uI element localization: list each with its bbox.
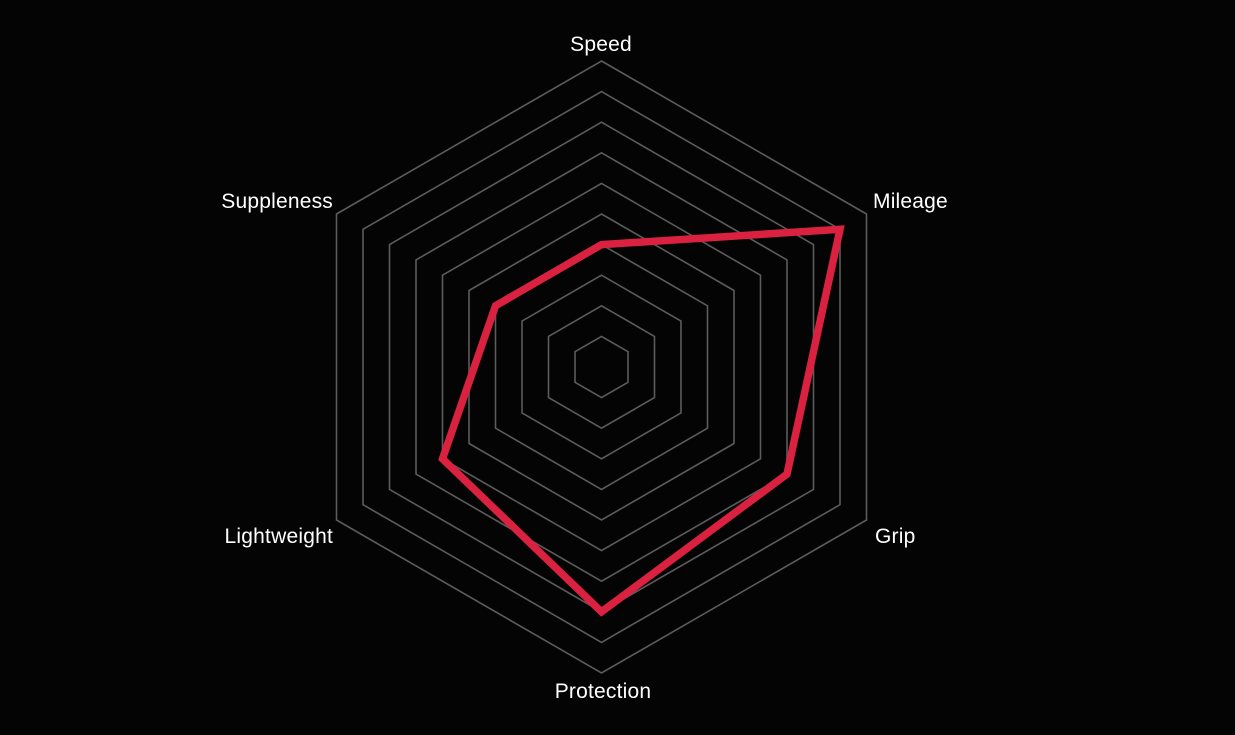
grid-ring	[415, 151, 788, 583]
grid-ring	[441, 182, 762, 552]
grid-ring	[468, 213, 735, 521]
axis-label-mileage: Mileage	[873, 190, 948, 213]
axis-label-speed: Speed	[570, 33, 632, 56]
axis-label-protection: Protection	[555, 680, 652, 703]
grid-ring	[547, 304, 656, 430]
grid-ring	[388, 121, 815, 613]
grid-ring	[521, 274, 682, 460]
axis-label-suppleness: Suppleness	[221, 190, 333, 213]
grid-ring	[574, 335, 629, 399]
grid-ring	[494, 243, 709, 491]
grid-ring	[362, 90, 841, 644]
series-polygon	[438, 225, 845, 617]
grid-ring	[335, 60, 868, 674]
axis-label-grip: Grip	[875, 525, 915, 548]
axis-label-lightweight: Lightweight	[225, 525, 333, 548]
